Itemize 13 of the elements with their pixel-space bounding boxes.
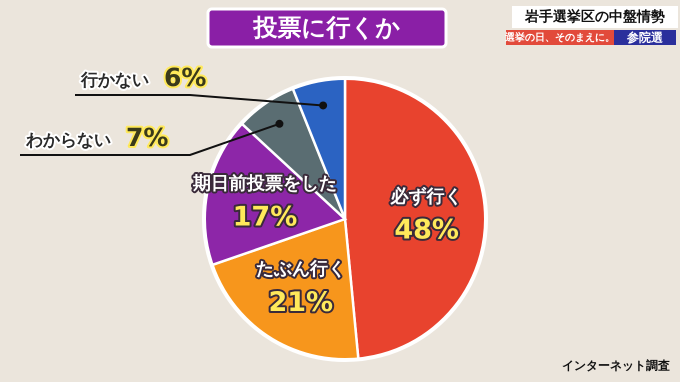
slice-label: たぶん行く — [256, 258, 346, 280]
text: 岩手選挙区の中盤情勢 — [524, 8, 665, 25]
data-label: 17% — [232, 202, 298, 233]
slice-label: わからない — [25, 130, 111, 151]
text: インターネット調査 — [562, 358, 670, 372]
slice-label: 行かない — [80, 70, 149, 91]
chart-title: 投票に行くか — [252, 14, 400, 42]
data-label: 48% — [394, 214, 460, 246]
text: 参院選 — [626, 30, 664, 44]
data-label: 6% — [164, 62, 206, 92]
data-label: 21% — [268, 287, 334, 318]
slice-label: 必ず行く — [390, 186, 463, 208]
data-label: 7% — [126, 122, 168, 152]
